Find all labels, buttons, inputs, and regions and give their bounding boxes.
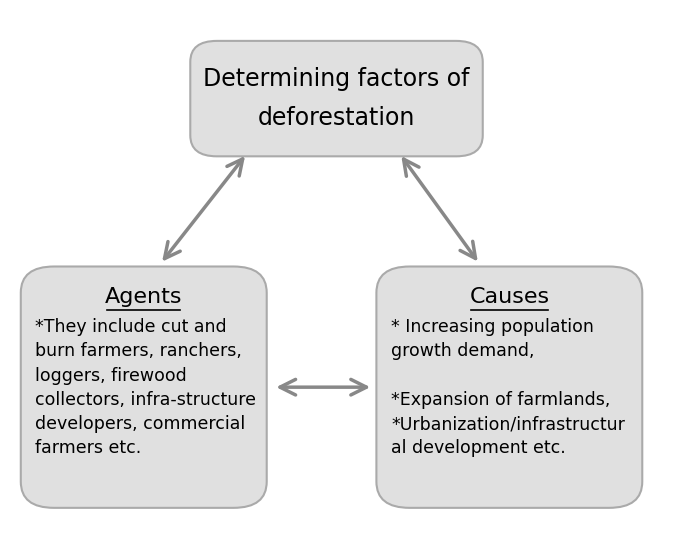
- FancyBboxPatch shape: [190, 41, 483, 156]
- Text: Agents: Agents: [105, 287, 182, 307]
- Text: Determining factors of
deforestation: Determining factors of deforestation: [203, 67, 470, 130]
- Text: *They include cut and
burn farmers, ranchers,
loggers, firewood
collectors, infr: *They include cut and burn farmers, ranc…: [36, 318, 256, 457]
- FancyBboxPatch shape: [21, 266, 266, 508]
- Text: Causes: Causes: [469, 287, 549, 307]
- Text: * Increasing population
growth demand,

*Expansion of farmlands,
*Urbanization/i: * Increasing population growth demand, *…: [391, 318, 625, 457]
- FancyBboxPatch shape: [376, 266, 643, 508]
